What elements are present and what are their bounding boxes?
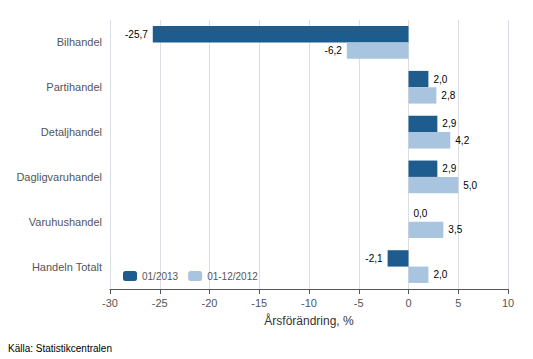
svg-text:Källa: Statistikcentralen: Källa: Statistikcentralen <box>8 343 112 354</box>
svg-text:-6,2: -6,2 <box>325 45 343 56</box>
svg-text:2,8: 2,8 <box>441 90 455 101</box>
svg-text:-5: -5 <box>354 297 364 309</box>
svg-text:01-12/2012: 01-12/2012 <box>207 271 258 282</box>
svg-text:2,9: 2,9 <box>442 118 456 129</box>
svg-text:0: 0 <box>405 297 411 309</box>
svg-text:-30: -30 <box>102 297 118 309</box>
svg-text:0,0: 0,0 <box>414 208 428 219</box>
svg-text:-25: -25 <box>152 297 168 309</box>
svg-text:-10: -10 <box>301 297 317 309</box>
svg-text:01/2013: 01/2013 <box>142 271 179 282</box>
svg-text:-20: -20 <box>202 297 218 309</box>
svg-text:Varuhushandel: Varuhushandel <box>29 216 102 228</box>
svg-text:-25,7: -25,7 <box>125 29 148 40</box>
svg-text:-15: -15 <box>251 297 267 309</box>
svg-text:5: 5 <box>455 297 461 309</box>
svg-text:5,0: 5,0 <box>463 180 477 191</box>
svg-text:Dagligvaruhandel: Dagligvaruhandel <box>16 171 102 183</box>
svg-text:Detaljhandel: Detaljhandel <box>41 126 102 138</box>
svg-text:2,0: 2,0 <box>433 269 447 280</box>
svg-text:10: 10 <box>502 297 514 309</box>
svg-text:2,9: 2,9 <box>442 163 456 174</box>
svg-text:Partihandel: Partihandel <box>46 81 102 93</box>
svg-text:2,0: 2,0 <box>433 74 447 85</box>
svg-text:Handeln Totalt: Handeln Totalt <box>32 261 102 273</box>
svg-text:3,5: 3,5 <box>448 224 462 235</box>
svg-text:Bilhandel: Bilhandel <box>57 36 102 48</box>
svg-text:-2,1: -2,1 <box>365 253 383 264</box>
svg-text:Årsförändring, %: Årsförändring, % <box>264 313 354 328</box>
svg-text:4,2: 4,2 <box>455 135 469 146</box>
